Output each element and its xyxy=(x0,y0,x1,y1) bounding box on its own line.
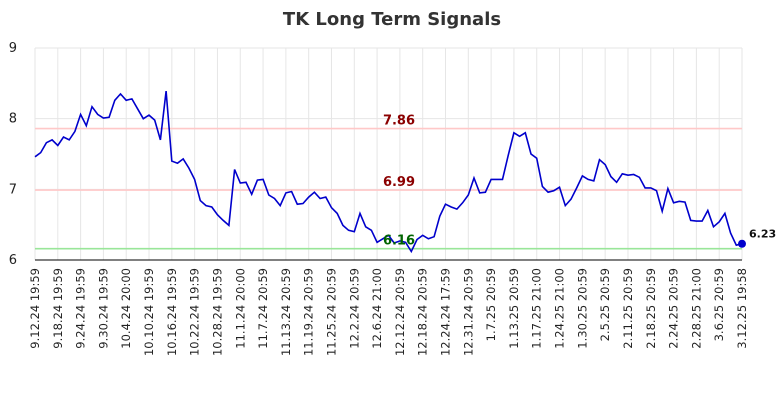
x-tick-label: 12.31.24 20:59 xyxy=(461,268,475,356)
x-tick-label: 10.16.24 19:59 xyxy=(165,268,179,356)
x-tick-label: 9.18.24 19:59 xyxy=(51,268,65,349)
x-tick-label: 10.4.24 20:00 xyxy=(119,268,133,349)
x-tick-label: 1.30.25 20:59 xyxy=(575,268,589,349)
x-tick-label: 2.28.25 21:00 xyxy=(689,268,703,349)
x-axis-ticks: 9.12.24 19:59 9.18.24 19:59 9.24.24 19:59 9… xyxy=(28,268,749,356)
x-tick-label: 2.18.25 20:59 xyxy=(644,268,658,349)
x-tick-label: 12.24.24 17:59 xyxy=(439,268,453,356)
x-tick-label: 11.13.24 20:59 xyxy=(279,268,293,356)
x-tick-label: 11.25.24 20:59 xyxy=(324,268,338,356)
y-tick-label: 8 xyxy=(9,112,17,127)
x-tick-label: 12.18.24 20:59 xyxy=(416,268,430,356)
x-tick-label: 1.13.25 20:59 xyxy=(507,268,521,349)
x-tick-label: 11.7.24 20:59 xyxy=(256,268,270,349)
x-tick-label: 12.2.24 20:59 xyxy=(347,268,361,349)
x-tick-label: 11.1.24 20:00 xyxy=(233,268,247,349)
grid-lines xyxy=(34,47,743,261)
x-tick-label: 9.30.24 19:59 xyxy=(96,268,110,349)
level-label: 6.99 xyxy=(383,175,415,190)
x-tick-label: 1.17.25 21:00 xyxy=(530,268,544,349)
level-labels: 7.86 6.99 6.16 xyxy=(383,114,415,249)
last-value-marker xyxy=(738,239,746,248)
level-label: 6.16 xyxy=(383,234,415,249)
x-tick-label: 11.19.24 20:59 xyxy=(302,268,316,356)
x-tick-label: 1.24.25 21:00 xyxy=(553,268,567,349)
x-tick-label: 1.7.25 20:59 xyxy=(484,268,498,341)
x-tick-label: 9.24.24 19:59 xyxy=(74,268,88,349)
x-tick-label: 3.6.25 20:59 xyxy=(712,268,726,341)
x-tick-label: 12.12.24 20:59 xyxy=(393,268,407,356)
signal-levels xyxy=(35,127,742,250)
y-tick-label: 9 xyxy=(9,41,17,56)
x-tick-label: 2.11.25 20:59 xyxy=(621,268,635,349)
x-tick-label: 9.12.24 19:59 xyxy=(28,268,42,349)
price-series-line xyxy=(34,91,743,254)
x-tick-label: 2.5.25 20:59 xyxy=(598,268,612,341)
x-tick-label: 10.28.24 19:59 xyxy=(210,268,224,356)
x-tick-label: 3.12.25 19:58 xyxy=(735,268,749,349)
chart-title: TK Long Term Signals xyxy=(283,9,501,30)
y-tick-label: 6 xyxy=(9,253,17,268)
y-tick-label: 7 xyxy=(9,182,17,197)
last-value-label: 6.23 xyxy=(749,228,776,241)
x-tick-label: 2.24.25 20:59 xyxy=(667,268,681,349)
y-axis-ticks: 6 7 8 9 xyxy=(9,41,17,268)
x-tick-label: 10.10.24 19:59 xyxy=(142,268,156,356)
x-tick-label: 10.22.24 19:59 xyxy=(188,268,202,356)
x-tick-label: 12.6.24 21:00 xyxy=(370,268,384,349)
level-label: 7.86 xyxy=(383,114,415,129)
